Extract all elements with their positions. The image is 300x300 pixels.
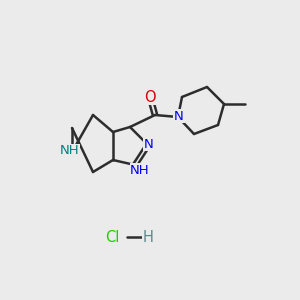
- Text: O: O: [144, 89, 156, 104]
- Text: Cl: Cl: [105, 230, 119, 244]
- Text: N: N: [174, 110, 184, 122]
- Text: H: H: [142, 230, 153, 244]
- Text: N: N: [144, 137, 154, 151]
- Text: NH: NH: [60, 145, 80, 158]
- Text: NH: NH: [130, 164, 150, 176]
